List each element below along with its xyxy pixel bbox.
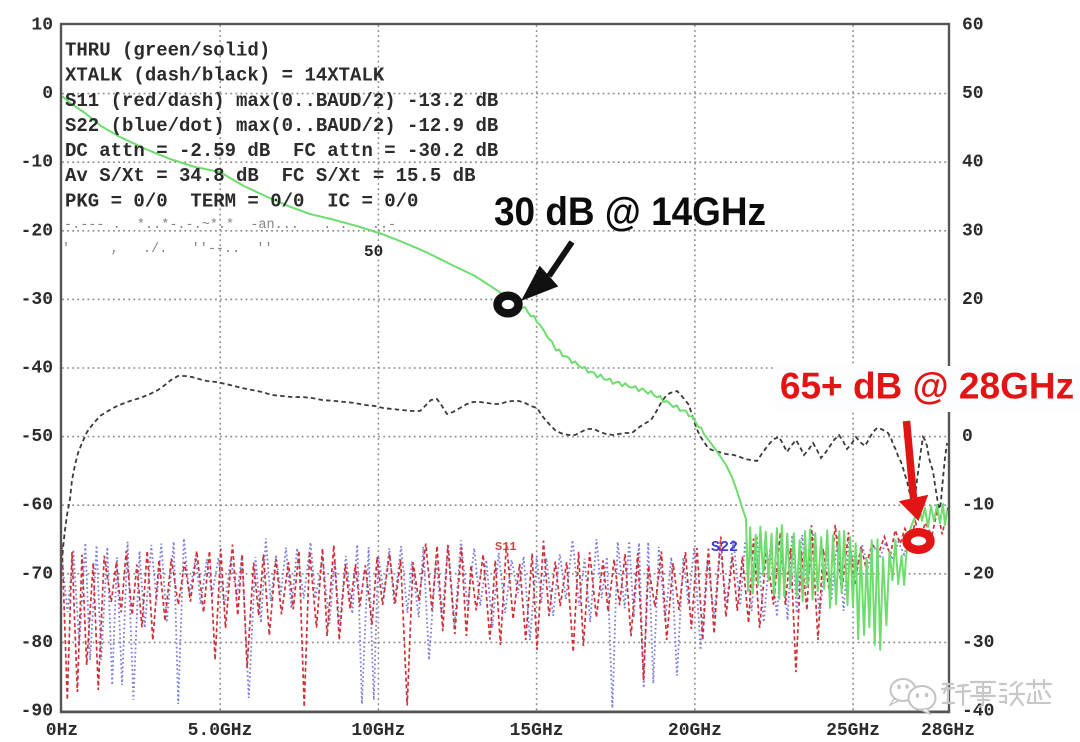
svg-text:-60: -60 [21, 496, 53, 516]
svg-text:0: 0 [42, 84, 53, 104]
svg-text:-40: -40 [962, 702, 994, 722]
svg-text:20: 20 [962, 290, 984, 310]
svg-text:' , ./. ''--.. '': ' , ./. ''--.. '' [62, 242, 273, 257]
svg-text:50: 50 [962, 84, 984, 104]
svg-text:20GHz: 20GHz [668, 721, 722, 741]
svg-text:0: 0 [962, 427, 973, 447]
svg-text:28GHz: 28GHz [921, 721, 975, 741]
svg-text:10GHz: 10GHz [351, 721, 405, 741]
svg-text:DC attn = -2.59 dB FC attn =: DC attn = -2.59 dB FC attn = -30.2 dB [65, 140, 498, 162]
svg-text:40: 40 [962, 153, 984, 173]
svg-text:PKG = 0/0 TERM = 0/0 IC = 0/: PKG = 0/0 TERM = 0/0 IC = 0/0 [65, 190, 418, 212]
svg-text:0Hz: 0Hz [46, 721, 78, 741]
svg-text:-20: -20 [962, 564, 994, 584]
svg-text:30 dB @ 14GHz: 30 dB @ 14GHz [494, 190, 766, 234]
svg-text:-50: -50 [21, 427, 53, 447]
svg-text:S11: S11 [495, 540, 517, 554]
svg-text:XTALK (dash/black) = 14XTALK: XTALK (dash/black) = 14XTALK [65, 65, 385, 87]
svg-text:-40: -40 [21, 359, 53, 379]
svg-text:-10: -10 [21, 153, 53, 173]
svg-text:-20: -20 [21, 221, 53, 241]
svg-text:30: 30 [962, 221, 984, 241]
svg-text:10: 10 [31, 16, 53, 36]
svg-text:Av S/Xt = 34.8 dB FC S/Xt = 1: Av S/Xt = 34.8 dB FC S/Xt = 15.5 dB [65, 165, 475, 187]
svg-text:25GHz: 25GHz [826, 721, 880, 741]
svg-text:-10: -10 [962, 496, 994, 516]
svg-text:-80: -80 [21, 633, 53, 653]
svg-text:-.--- . *..*-.-.~*.* -an...: -.--- . *..*-.-.~*.* -an... . . ..- [64, 218, 396, 233]
svg-text:65+ dB @ 28GHz: 65+ dB @ 28GHz [780, 366, 1074, 407]
svg-text:-30: -30 [21, 290, 53, 310]
svg-text:60: 60 [962, 16, 984, 36]
svg-text:THRU (green/solid): THRU (green/solid) [65, 40, 270, 62]
svg-text:5.0GHz: 5.0GHz [188, 721, 253, 741]
svg-text:50: 50 [364, 243, 383, 261]
svg-text:-90: -90 [21, 702, 53, 722]
svg-text:S22 (blue/dot) max(0..BAUD/2): S22 (blue/dot) max(0..BAUD/2) -12.9 dB [65, 115, 498, 137]
svg-text:S22: S22 [711, 539, 738, 556]
svg-text:15GHz: 15GHz [510, 721, 564, 741]
svg-text:-70: -70 [21, 564, 53, 584]
svg-text:S11 (red/dash) max(0..BAUD/2): S11 (red/dash) max(0..BAUD/2) -13.2 dB [65, 90, 498, 112]
svg-text:-30: -30 [962, 633, 994, 653]
